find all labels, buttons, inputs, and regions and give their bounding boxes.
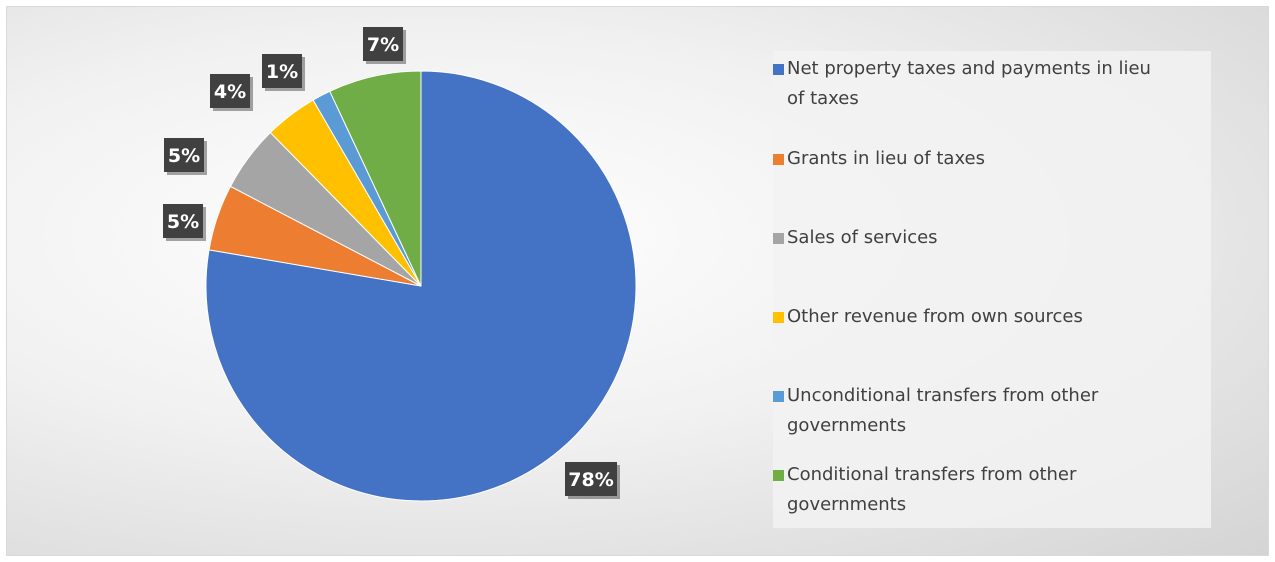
legend-swatch xyxy=(773,154,784,165)
data-label: 5% xyxy=(164,138,207,175)
legend-swatch xyxy=(773,233,784,244)
pie-chart: 78% 5% 5% 4% 1% 7% xyxy=(163,27,637,502)
data-label-box xyxy=(210,74,250,108)
data-label: 1% xyxy=(262,54,305,91)
data-label: 78% xyxy=(565,462,620,499)
data-label: 4% xyxy=(210,74,253,111)
legend-item: Grants in lieu of taxes xyxy=(773,144,1167,174)
legend-swatch xyxy=(773,391,784,402)
data-label-box xyxy=(363,27,403,61)
chart-area: 78% 5% 5% 4% 1% 7% Net property taxes and pay… xyxy=(6,6,1269,556)
data-label-text: 1% xyxy=(266,61,298,83)
data-label-box xyxy=(163,204,203,238)
data-label-text: 5% xyxy=(167,211,199,233)
data-label-text: 5% xyxy=(168,145,200,167)
legend: Net property taxes and payments in lieu … xyxy=(773,51,1211,528)
data-label-text: 78% xyxy=(568,469,613,491)
legend-label: Grants in lieu of taxes xyxy=(787,148,985,169)
data-label-box xyxy=(565,462,617,496)
legend-label: Sales of services xyxy=(787,227,938,248)
data-label-box xyxy=(164,138,204,172)
legend-item: Unconditional transfers from other gover… xyxy=(773,381,1167,441)
legend-label: Unconditional transfers from other gover… xyxy=(787,385,1099,436)
legend-swatch xyxy=(773,312,784,323)
legend-swatch xyxy=(773,64,784,75)
legend-label: Other revenue from own sources xyxy=(787,306,1083,327)
pie-slice xyxy=(329,70,422,287)
legend-item: Net property taxes and payments in lieu … xyxy=(773,54,1167,114)
legend-swatch xyxy=(773,470,784,481)
data-label: 5% xyxy=(163,204,206,241)
pie-slice xyxy=(205,70,637,502)
legend-item: Other revenue from own sources xyxy=(773,302,1167,332)
data-label: 7% xyxy=(363,27,406,64)
data-label-box xyxy=(262,54,302,88)
legend-item: Conditional transfers from other governm… xyxy=(773,460,1167,520)
data-label-text: 4% xyxy=(214,81,246,103)
legend-label: Conditional transfers from other governm… xyxy=(787,464,1077,515)
data-label-text: 7% xyxy=(367,34,399,56)
legend-item: Sales of services xyxy=(773,223,1167,253)
legend-label: Net property taxes and payments in lieu … xyxy=(787,58,1151,109)
